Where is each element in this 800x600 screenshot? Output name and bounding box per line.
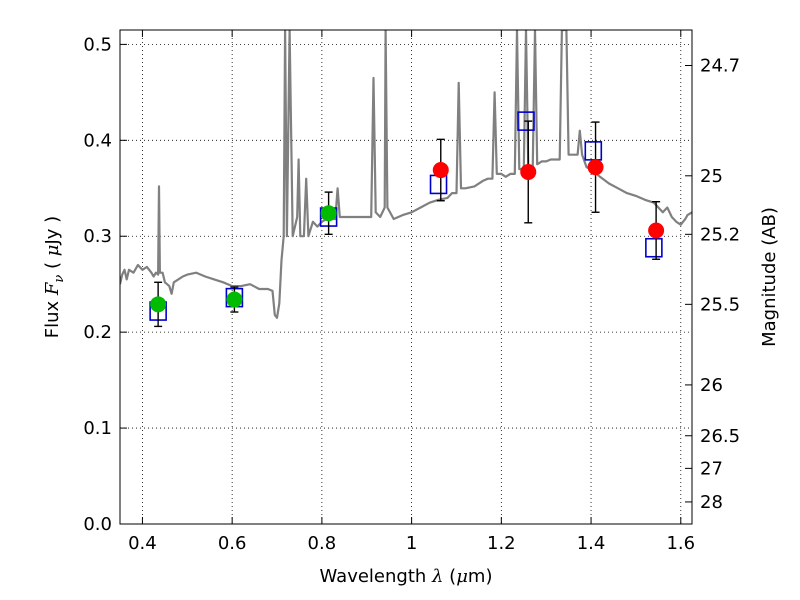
plot-frame [119, 29, 693, 525]
x-tick-label: 1.4 [577, 533, 606, 554]
observed-flux-point [520, 163, 537, 180]
x-tick-label: 0.8 [308, 533, 337, 554]
y2-tick-label: 25.5 [700, 294, 740, 315]
y2-tick-label: 28 [700, 492, 723, 513]
y-tick-label: 0.2 [83, 322, 112, 343]
observed-flux-point [432, 162, 449, 179]
y-tick-label: 0.4 [83, 130, 112, 151]
x-axis-label: Wavelength λ (μm) [320, 566, 493, 587]
model-spectrum-layer [120, 30, 692, 319]
y2-tick-label: 26 [700, 375, 723, 396]
axis-ticks: 0.4 0.6 0.8 1 1.2 1.4 1.6 0.0 0.1 0.2 0.3 0.4 0.5 24.… [83, 30, 740, 554]
y2-tick-label: 24.7 [700, 55, 740, 76]
y-tick-label: 0.0 [83, 514, 112, 535]
y-axis-label: Flux Fν ( μJy ) [42, 216, 67, 338]
data-markers [149, 111, 665, 328]
y2-tick-label: 25.2 [700, 224, 740, 245]
model-photometry-square [645, 237, 663, 258]
model-photometry-square [517, 111, 535, 131]
observed-flux-point [226, 291, 243, 308]
x-tick-label: 0.4 [128, 533, 157, 554]
x-tick-label: 1.6 [666, 533, 695, 554]
model-spectrum-line [120, 30, 692, 319]
observed-flux-point [587, 159, 604, 176]
x-tick-label: 1.2 [487, 533, 516, 554]
y-tick-label: 0.3 [83, 226, 112, 247]
y2-tick-label: 25 [700, 166, 723, 187]
y-tick-label: 0.5 [83, 34, 112, 55]
observed-flux-point [320, 205, 337, 222]
x-tick-label: 0.6 [218, 533, 247, 554]
y2-tick-label: 27 [700, 458, 723, 479]
observed-flux-point [150, 296, 167, 313]
y2-tick-label: 26.5 [700, 426, 740, 447]
observed-flux-point [648, 222, 665, 239]
y2-axis-label: Magnitude (AB) [759, 207, 780, 347]
y-tick-label: 0.1 [83, 418, 112, 439]
x-tick-label: 1 [406, 533, 417, 554]
